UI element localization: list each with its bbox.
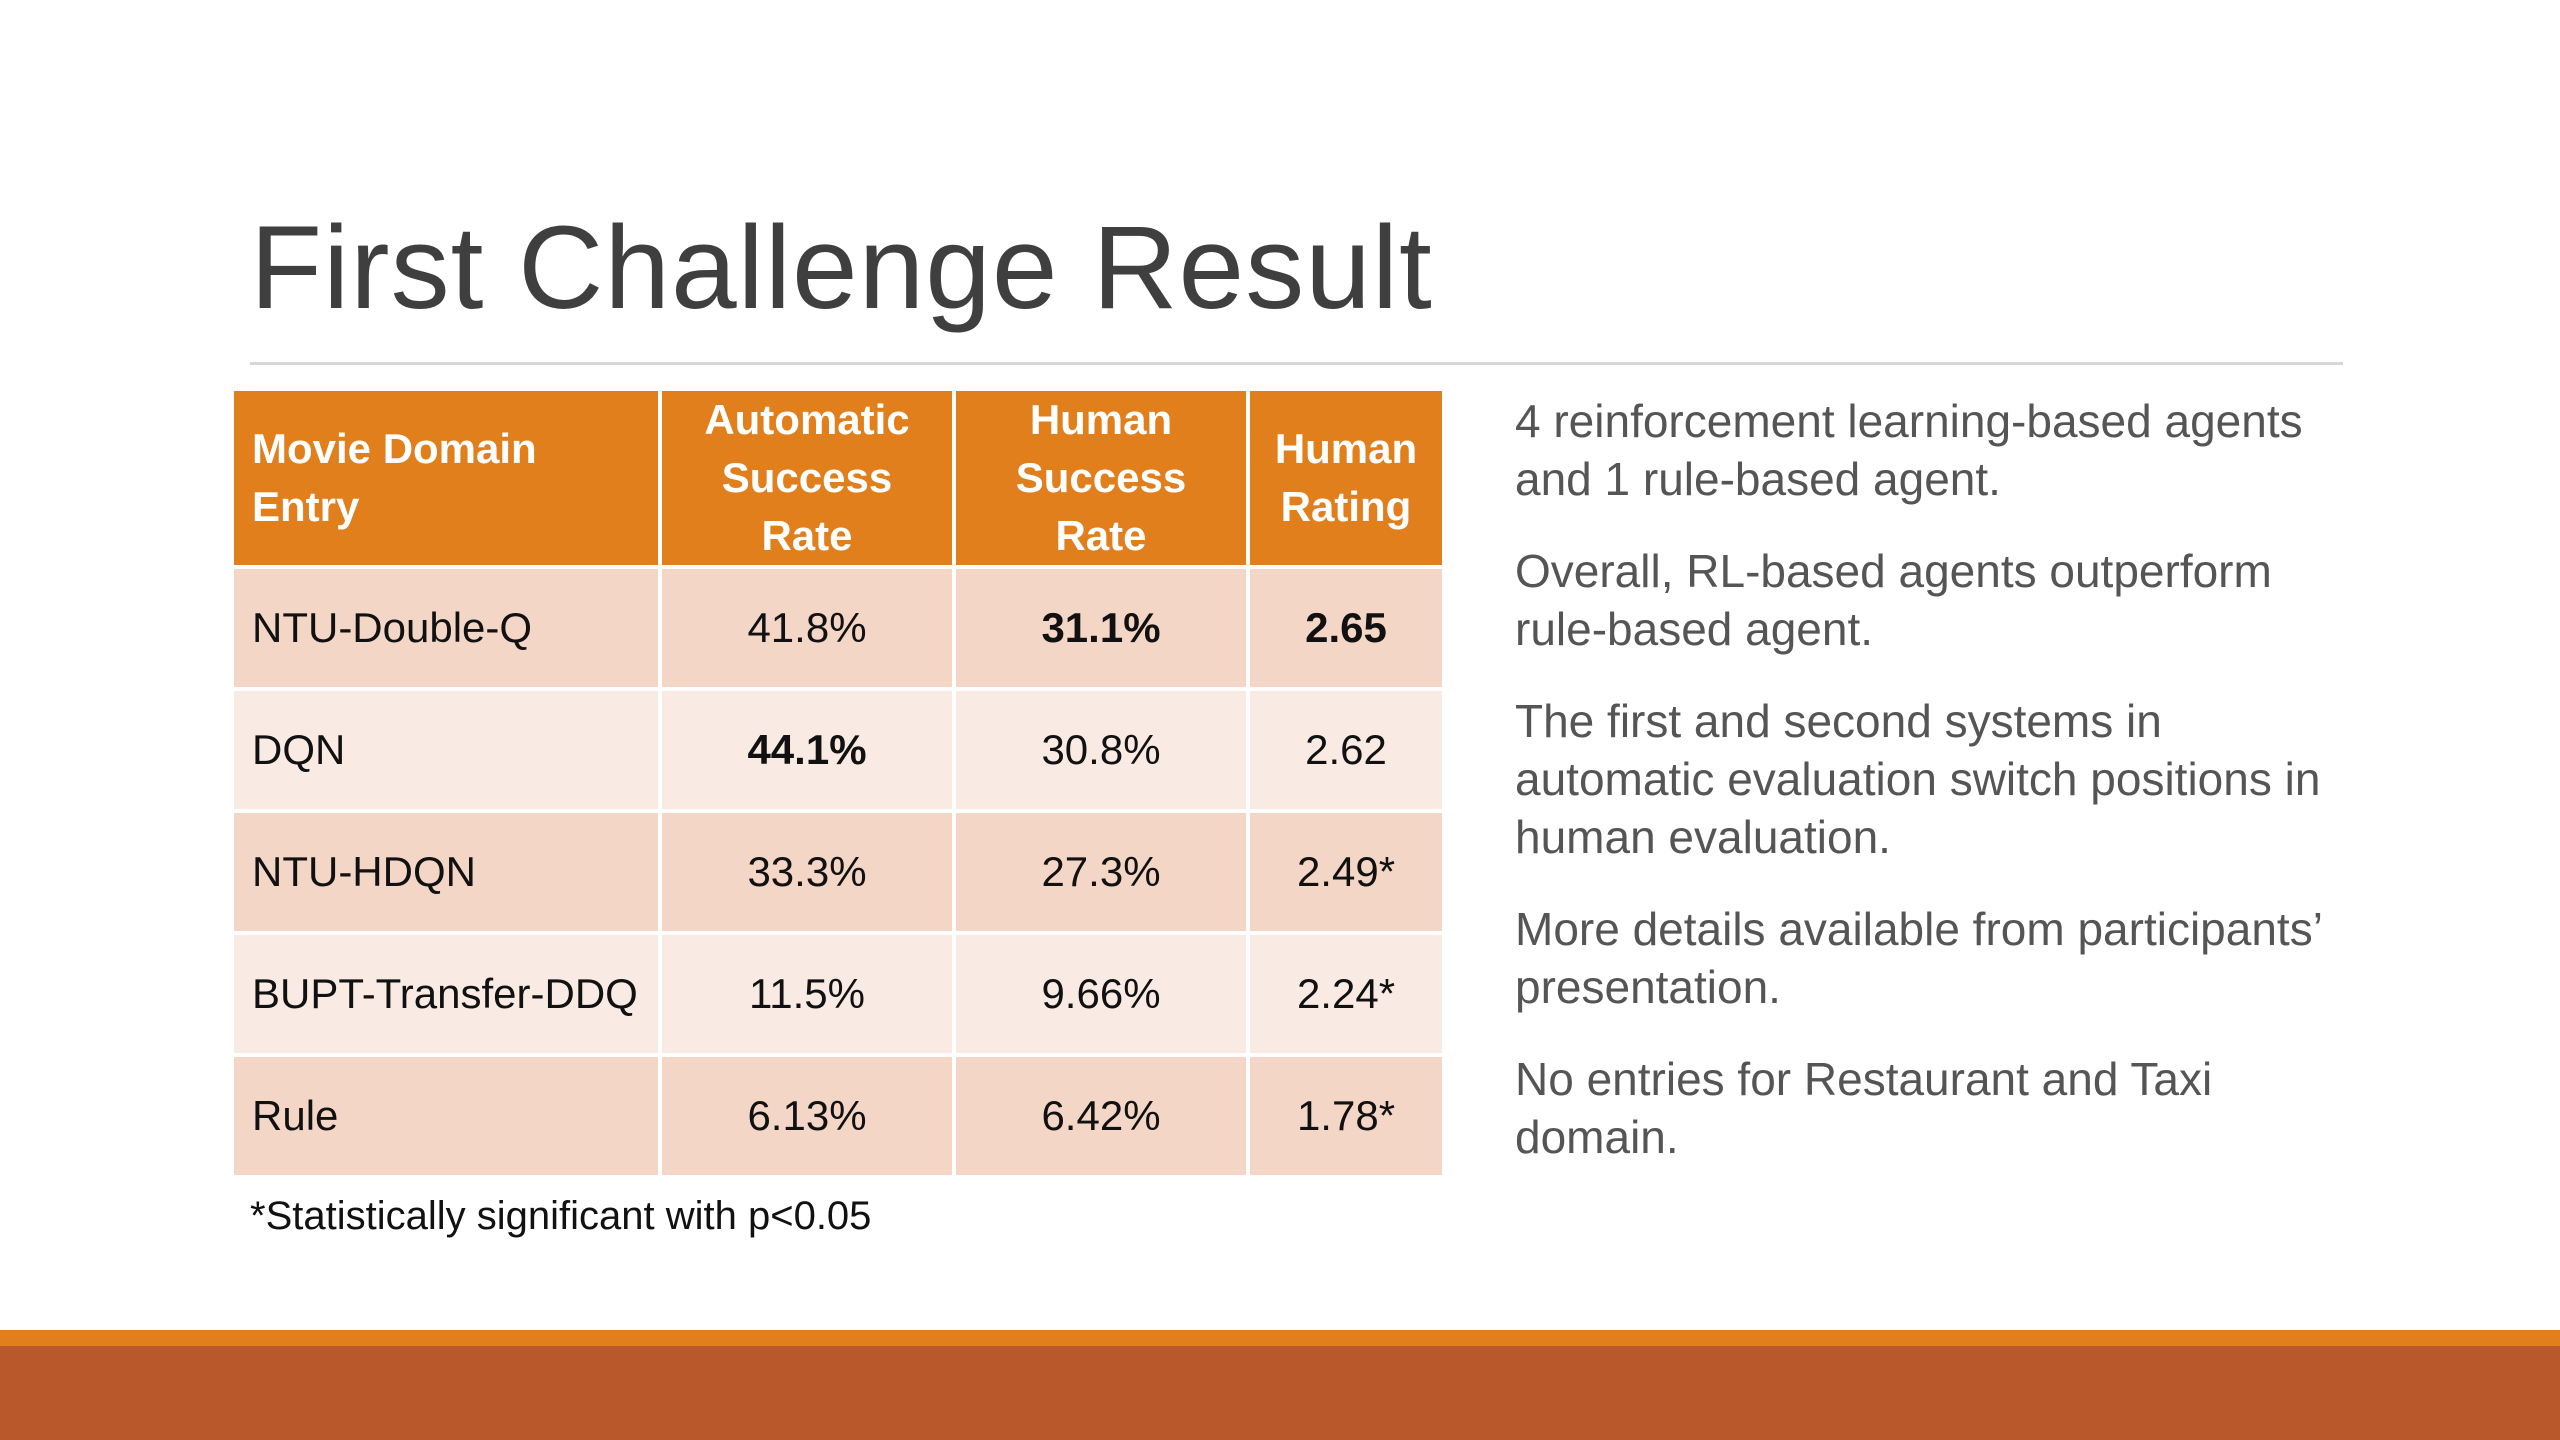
human-success-cell: 9.66% <box>952 931 1250 1057</box>
human-rating-cell: 2.62 <box>1246 687 1446 813</box>
header-entry-line2: Entry <box>252 483 360 530</box>
note-item: More details available from participants… <box>1515 903 2322 1013</box>
table-row: NTU-Double-Q 41.8% 31.1% 2.65 <box>230 565 1446 691</box>
automatic-success-cell: 44.1% <box>658 687 956 813</box>
table-row: NTU-HDQN 33.3% 27.3% 2.49* <box>230 809 1446 935</box>
human-rating-cell: 2.65 <box>1246 565 1446 691</box>
header-human-line2: Success Rate <box>1015 454 1187 559</box>
automatic-success-cell: 6.13% <box>658 1053 956 1179</box>
header-rating-line1: Human <box>1274 425 1418 472</box>
human-rating-cell: 1.78* <box>1246 1053 1446 1179</box>
note-item: Overall, RL-based agents outperform rule… <box>1515 545 2272 655</box>
header-human-line1: Human <box>1029 396 1173 443</box>
header-human-rating: Human Rating <box>1246 387 1446 569</box>
human-success-cell: 6.42% <box>952 1053 1250 1179</box>
automatic-success-cell: 33.3% <box>658 809 956 935</box>
results-table: Movie Domain Entry Automatic Success Rat… <box>230 387 1446 1179</box>
human-success-cell: 27.3% <box>952 809 1250 935</box>
header-auto-line1: Automatic <box>704 396 910 443</box>
header-automatic-success-rate: Automatic Success Rate <box>658 387 956 569</box>
note-item: 4 reinforcement learning-based agents an… <box>1515 395 2303 505</box>
human-success-cell: 31.1% <box>952 565 1250 691</box>
human-rating-cell: 2.24* <box>1246 931 1446 1057</box>
header-human-success-rate: Human Success Rate <box>952 387 1250 569</box>
human-success-cell: 30.8% <box>952 687 1250 813</box>
human-rating-cell: 2.49* <box>1246 809 1446 935</box>
footer-bar <box>0 1346 2560 1440</box>
header-entry-line1: Movie Domain <box>252 425 537 472</box>
entry-cell: Rule <box>230 1053 662 1179</box>
footer-accent-bar <box>0 1330 2560 1346</box>
significance-footnote: *Statistically significant with p<0.05 <box>250 1194 872 1238</box>
table-header-row: Movie Domain Entry Automatic Success Rat… <box>230 387 1446 569</box>
note-item: No entries for Restaurant and Taxi domai… <box>1515 1053 2213 1163</box>
header-rating-line2: Rating <box>1280 483 1412 530</box>
notes-list: 4 reinforcement learning-based agents an… <box>1515 392 2345 1200</box>
entry-cell: NTU-HDQN <box>230 809 662 935</box>
automatic-success-cell: 11.5% <box>658 931 956 1057</box>
entry-cell: DQN <box>230 687 662 813</box>
table-row: BUPT-Transfer-DDQ 11.5% 9.66% 2.24* <box>230 931 1446 1057</box>
table-row: Rule 6.13% 6.42% 1.78* <box>230 1053 1446 1179</box>
automatic-success-cell: 41.8% <box>658 565 956 691</box>
note-item: The first and second systems in automati… <box>1515 695 2321 863</box>
title-divider <box>250 362 2343 365</box>
table-row: DQN 44.1% 30.8% 2.62 <box>230 687 1446 813</box>
entry-cell: BUPT-Transfer-DDQ <box>230 931 662 1057</box>
entry-cell: NTU-Double-Q <box>230 565 662 691</box>
slide-title: First Challenge Result <box>250 202 1433 334</box>
header-auto-line2: Success Rate <box>721 454 893 559</box>
header-entry: Movie Domain Entry <box>230 387 662 569</box>
